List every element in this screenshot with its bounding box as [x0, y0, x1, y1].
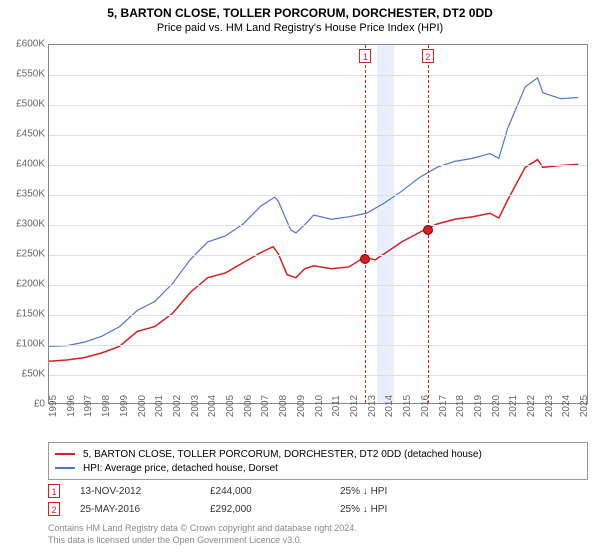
- x-tick-label: 2022: [526, 395, 537, 417]
- gridline: [49, 285, 587, 286]
- x-tick-label: 1998: [101, 395, 112, 417]
- x-tick-label: 2014: [384, 395, 395, 417]
- y-tick-label: £500K: [5, 99, 45, 110]
- x-tick-label: 2020: [491, 395, 502, 417]
- transaction-price: £292,000: [210, 504, 340, 515]
- sale-dot: [423, 225, 433, 235]
- x-tick-label: 2023: [544, 395, 555, 417]
- x-tick-label: 1995: [48, 395, 59, 417]
- x-tick-label: 2008: [278, 395, 289, 417]
- x-tick-label: 2003: [190, 395, 201, 417]
- sale-dot: [360, 254, 370, 264]
- x-tick-label: 2025: [579, 395, 590, 417]
- y-tick-label: £400K: [5, 159, 45, 170]
- y-tick-label: £100K: [5, 339, 45, 350]
- series-line-price_paid: [49, 160, 578, 362]
- x-tick-label: 2009: [296, 395, 307, 417]
- gridline: [49, 195, 587, 196]
- y-tick-label: £50K: [5, 369, 45, 380]
- sale-marker-line: [365, 45, 366, 403]
- y-tick-label: £250K: [5, 249, 45, 260]
- x-tick-label: 2017: [438, 395, 449, 417]
- gridline: [49, 135, 587, 136]
- footer-line: This data is licensed under the Open Gov…: [48, 534, 357, 546]
- transactions-table: 1 13-NOV-2012£244,00025% ↓ HPI 2 25-MAY-201…: [48, 482, 588, 518]
- x-tick-label: 2013: [367, 395, 378, 417]
- transaction-row: 2 25-MAY-2016£292,00025% ↓ HPI: [48, 500, 588, 518]
- gridline: [49, 315, 587, 316]
- x-tick-label: 2000: [137, 395, 148, 417]
- x-tick-label: 2006: [243, 395, 254, 417]
- transaction-price: £244,000: [210, 486, 340, 497]
- transaction-marker: 1: [48, 484, 60, 498]
- chart-lines-svg: [49, 45, 587, 403]
- chart-container: 5, BARTON CLOSE, TOLLER PORCORUM, DORCHE…: [0, 0, 600, 560]
- x-tick-label: 1999: [119, 395, 130, 417]
- x-tick-label: 1996: [66, 395, 77, 417]
- x-tick-label: 2002: [172, 395, 183, 417]
- legend-row: HPI: Average price, detached house, Dors…: [55, 461, 581, 475]
- transaction-date: 13-NOV-2012: [80, 486, 210, 497]
- y-tick-label: £150K: [5, 309, 45, 320]
- x-tick-label: 2004: [207, 395, 218, 417]
- x-tick-label: 2007: [260, 395, 271, 417]
- x-tick-label: 2016: [420, 395, 431, 417]
- chart-footer: Contains HM Land Registry data © Crown c…: [48, 522, 357, 546]
- chart-legend: 5, BARTON CLOSE, TOLLER PORCORUM, DORCHE…: [48, 442, 588, 480]
- y-tick-label: £300K: [5, 219, 45, 230]
- y-tick-label: £200K: [5, 279, 45, 290]
- transaction-marker: 2: [48, 502, 60, 516]
- y-tick-label: £0: [5, 399, 45, 410]
- sale-marker-box: 1: [359, 49, 371, 63]
- chart-plot-area: 12: [48, 44, 588, 404]
- transaction-rel: 25% ↓ HPI: [340, 486, 470, 497]
- legend-label: HPI: Average price, detached house, Dors…: [83, 463, 278, 474]
- gridline: [49, 225, 587, 226]
- y-tick-label: £350K: [5, 189, 45, 200]
- gridline: [49, 255, 587, 256]
- legend-swatch: [55, 453, 75, 455]
- x-tick-label: 2019: [473, 395, 484, 417]
- x-tick-label: 2015: [402, 395, 413, 417]
- transaction-date: 25-MAY-2016: [80, 504, 210, 515]
- series-line-hpi: [49, 78, 578, 347]
- x-tick-label: 1997: [83, 395, 94, 417]
- x-tick-label: 2011: [331, 395, 342, 417]
- y-tick-label: £450K: [5, 129, 45, 140]
- chart-title: 5, BARTON CLOSE, TOLLER PORCORUM, DORCHE…: [0, 0, 600, 20]
- gridline: [49, 105, 587, 106]
- sale-marker-box: 2: [422, 49, 434, 63]
- gridline: [49, 375, 587, 376]
- x-tick-label: 2021: [508, 395, 519, 417]
- x-tick-label: 2018: [455, 395, 466, 417]
- legend-swatch: [55, 467, 75, 469]
- footer-line: Contains HM Land Registry data © Crown c…: [48, 522, 357, 534]
- x-tick-label: 2001: [154, 395, 165, 417]
- y-tick-label: £600K: [5, 39, 45, 50]
- gridline: [49, 165, 587, 166]
- gridline: [49, 345, 587, 346]
- chart-subtitle: Price paid vs. HM Land Registry's House …: [0, 20, 600, 34]
- gridline: [49, 75, 587, 76]
- legend-label: 5, BARTON CLOSE, TOLLER PORCORUM, DORCHE…: [83, 449, 482, 460]
- legend-row: 5, BARTON CLOSE, TOLLER PORCORUM, DORCHE…: [55, 447, 581, 461]
- x-tick-label: 2010: [314, 395, 325, 417]
- x-tick-label: 2012: [349, 395, 360, 417]
- transaction-row: 1 13-NOV-2012£244,00025% ↓ HPI: [48, 482, 588, 500]
- x-tick-label: 2005: [225, 395, 236, 417]
- y-tick-label: £550K: [5, 69, 45, 80]
- x-tick-label: 2024: [561, 395, 572, 417]
- transaction-rel: 25% ↓ HPI: [340, 504, 470, 515]
